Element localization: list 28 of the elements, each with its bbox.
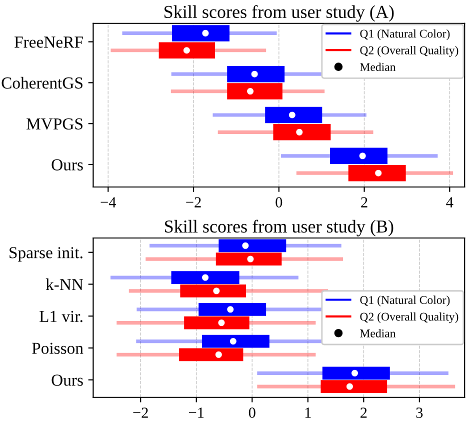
legend-label: Q2 (Overall Quality) <box>360 46 458 57</box>
annotation: Median <box>360 62 396 72</box>
x-tick-label: −2 <box>186 197 201 208</box>
x-tick-label: 3 <box>416 408 423 418</box>
y-tick-label: k-NN <box>46 278 84 290</box>
y-tick-label: Poisson <box>32 342 84 354</box>
y-tick-label: CoherentGS <box>2 76 82 89</box>
x-tick-label: 4 <box>446 197 454 208</box>
legend-label: Q1 (Natural Color) <box>360 296 450 306</box>
x-tick-label: −1 <box>189 408 204 418</box>
x-tick-label: 1 <box>305 408 311 418</box>
y-tick-label: L1 vir. <box>40 310 82 322</box>
x-tick-label: 0 <box>276 197 282 208</box>
x-tick-label: 0 <box>248 408 256 418</box>
legend-label: Q1 (Natural Color) <box>360 29 450 40</box>
x-tick-label: −2 <box>133 408 148 418</box>
y-tick-label: FreeNeRF <box>14 36 83 48</box>
chart-title: Skill scores from user study (A) <box>164 5 394 22</box>
x-tick-label: 2 <box>360 408 367 418</box>
legend-label: Q2 (Overall Quality) <box>360 312 458 324</box>
y-tick-label: Ours <box>52 374 83 386</box>
chart-title: Skill scores from user study (B) <box>165 220 394 236</box>
y-tick-label: MVPGS <box>26 118 82 130</box>
y-tick-label: Ours <box>52 159 83 170</box>
y-tick-label: Sparse init. <box>10 247 82 262</box>
x-tick-label: 2 <box>361 197 368 208</box>
x-tick-label: −4 <box>100 197 116 208</box>
annotation: Median <box>360 329 396 338</box>
